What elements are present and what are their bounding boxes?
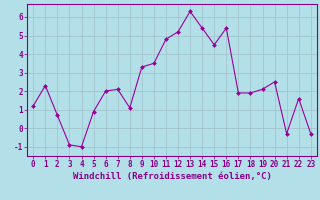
X-axis label: Windchill (Refroidissement éolien,°C): Windchill (Refroidissement éolien,°C): [73, 172, 271, 181]
